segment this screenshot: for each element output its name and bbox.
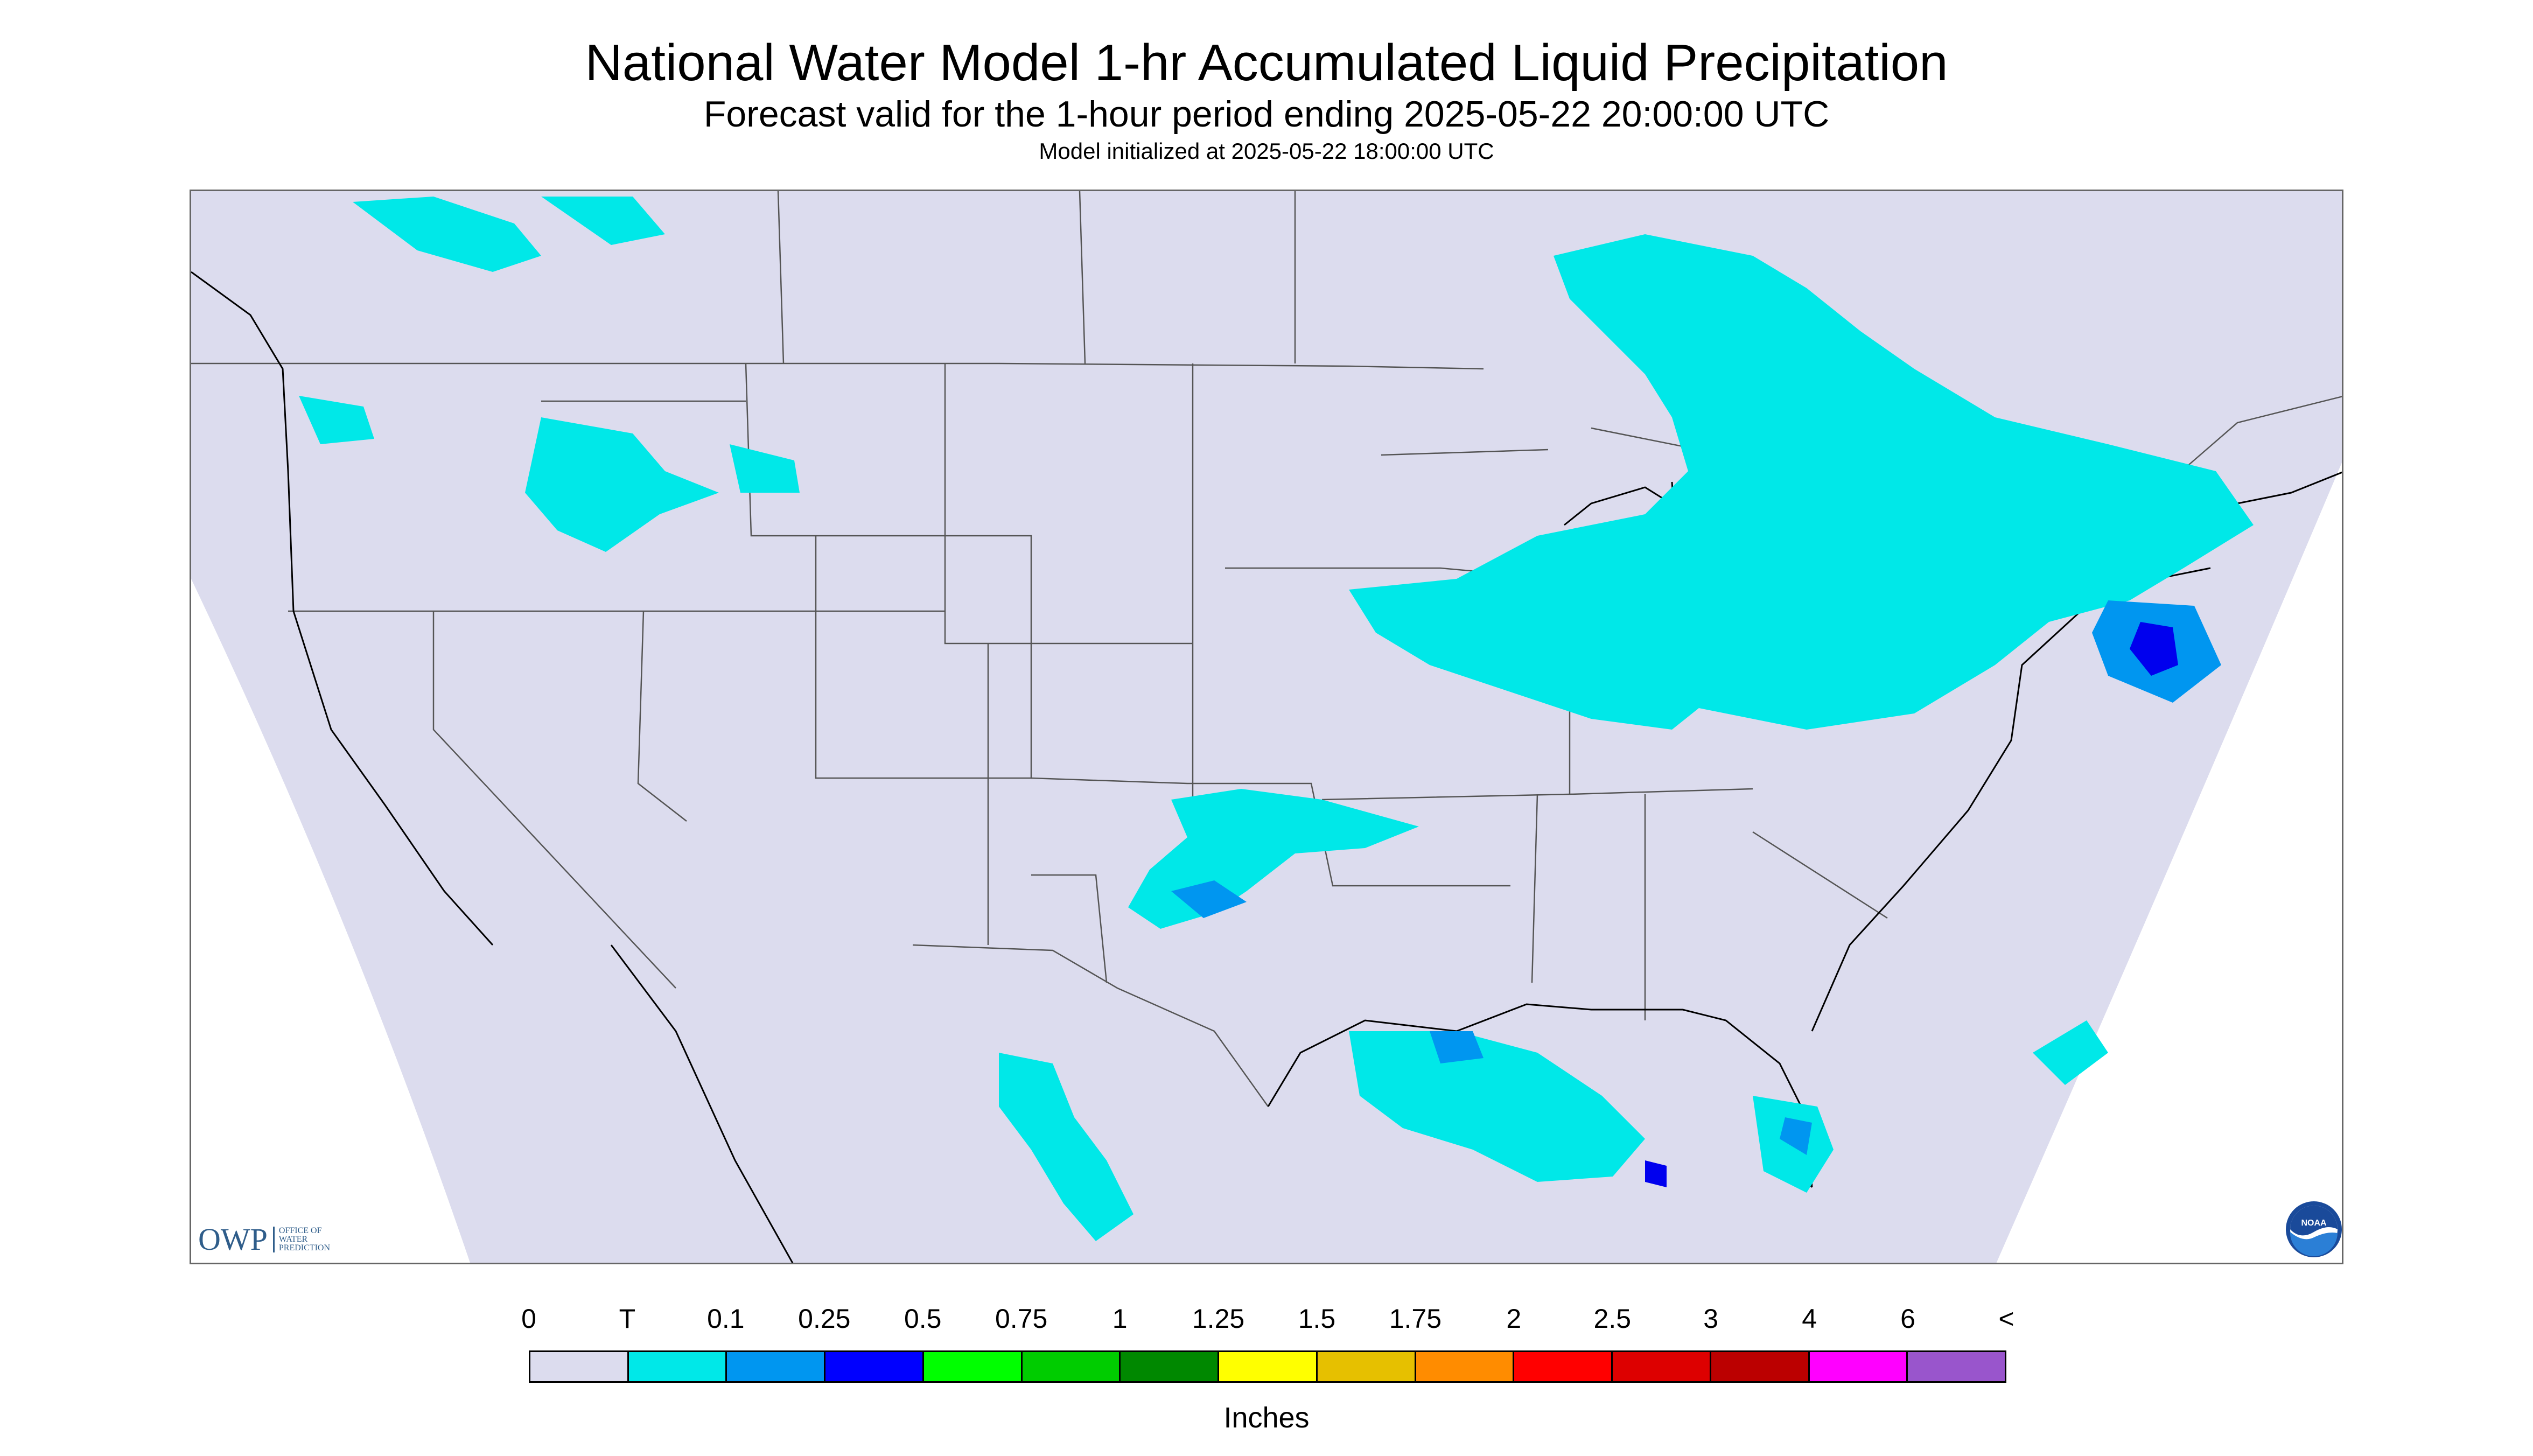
owp-logo-word: OWP	[198, 1222, 268, 1257]
owp-sub-line-2: WATER	[278, 1234, 308, 1244]
legend-colorbar	[529, 1350, 2006, 1383]
legend-label-10: 2	[1506, 1304, 1522, 1334]
owp-sub-line-1: OFFICE OF	[278, 1226, 322, 1235]
legend-swatch-0	[530, 1352, 629, 1381]
legend-swatch-4	[923, 1352, 1023, 1381]
map-title: National Water Model 1-hr Accumulated Li…	[585, 34, 1948, 92]
legend-swatch-6	[1121, 1352, 1220, 1381]
legend-label-11: 2.5	[1593, 1304, 1632, 1334]
legend-label-12: 3	[1703, 1304, 1719, 1334]
legend-label-7: 1.25	[1192, 1304, 1245, 1334]
legend-swatch-7	[1219, 1352, 1318, 1381]
legend-label-1: T	[619, 1304, 636, 1334]
legend-units: Inches	[1223, 1402, 1310, 1434]
legend-swatch-11	[1613, 1352, 1711, 1381]
legend-label-4: 0.5	[904, 1304, 942, 1334]
legend-label-0: 0	[521, 1304, 536, 1334]
legend-label-5: 0.75	[995, 1304, 1048, 1334]
legend-swatch-2	[727, 1352, 826, 1381]
noaa-logo: NOAA	[2286, 1201, 2342, 1257]
legend-label-8: 1.5	[1298, 1304, 1336, 1334]
legend-label-14: 6	[1900, 1304, 1915, 1334]
precip-ohio-valley-band	[1349, 579, 1699, 730]
legend-label-9: 1.75	[1389, 1304, 1442, 1334]
owp-logo: OWP OFFICE OF WATER PREDICTION	[198, 1221, 330, 1257]
map-canvas	[191, 191, 2342, 1263]
precipitation-map	[190, 190, 2343, 1264]
legend-label-3: 0.25	[798, 1304, 851, 1334]
legend-swatch-14	[1908, 1352, 2005, 1381]
legend-swatch-3	[825, 1352, 924, 1381]
precip-blue-areas	[1645, 622, 2178, 1187]
model-domain	[191, 191, 2342, 1263]
legend-swatch-12	[1711, 1352, 1810, 1381]
legend-label-2: 0.1	[707, 1304, 745, 1334]
precip-gulf-of-mexico	[1349, 1031, 1645, 1182]
legend-swatch-10	[1514, 1352, 1613, 1381]
precip-mexico	[999, 1053, 1133, 1241]
legend-swatch-8	[1317, 1352, 1416, 1381]
legend-swatch-5	[1022, 1352, 1121, 1381]
legend-swatch-1	[628, 1352, 727, 1381]
owp-sub-line-3: PREDICTION	[278, 1243, 330, 1252]
noaa-logo-text: NOAA	[2301, 1219, 2327, 1228]
precip-atlantic	[2033, 1020, 2108, 1085]
forecast-valid-subtitle: Forecast valid for the 1-hour period end…	[703, 94, 1830, 135]
legend-swatch-13	[1809, 1352, 1908, 1381]
precip-great-lakes-northeast	[1457, 234, 2254, 730]
legend-label-6: 1	[1112, 1304, 1128, 1334]
precip-trace-areas	[299, 197, 2254, 1241]
legend-swatch-9	[1416, 1352, 1515, 1381]
owp-logo-subtitle: OFFICE OF WATER PREDICTION	[272, 1226, 330, 1252]
precip-pacific-northwest	[299, 197, 800, 552]
legend-labels: 0 T 0.1 0.25 0.5 0.75 1 1.25 1.5 1.75 2 2.5 3 4 6 <	[521, 1303, 2014, 1335]
legend-label-15: <	[1998, 1304, 2014, 1334]
model-init-label: Model initialized at 2025-05-22 18:00:00…	[1039, 138, 1494, 164]
legend-label-13: 4	[1802, 1304, 1817, 1334]
